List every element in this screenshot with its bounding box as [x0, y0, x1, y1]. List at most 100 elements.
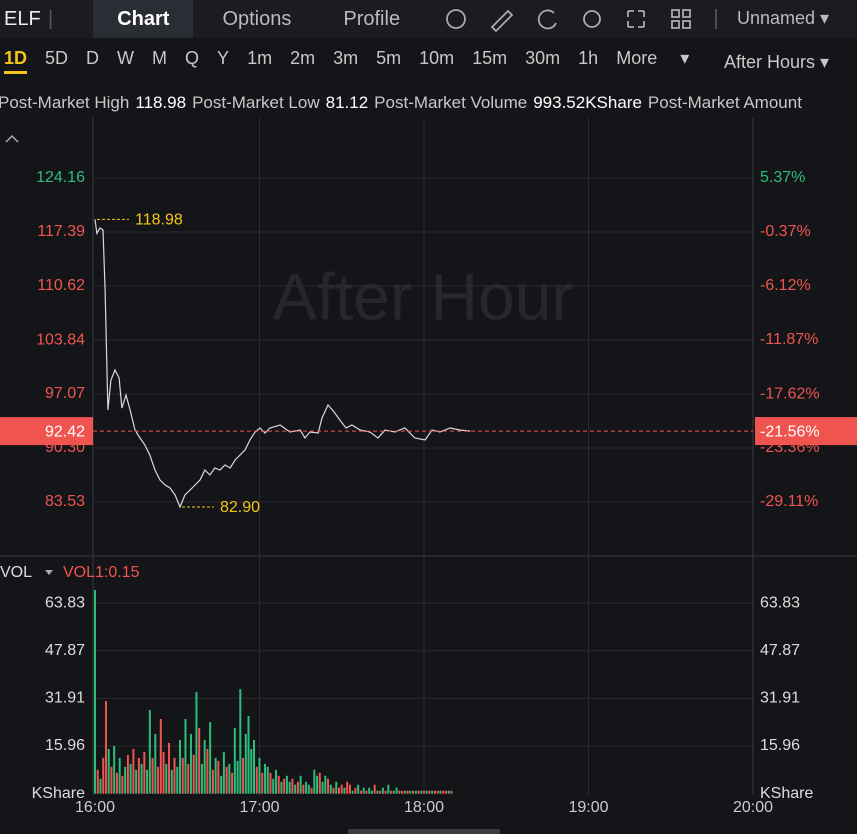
volume-bar [403, 790, 406, 794]
volume-bar [327, 778, 330, 794]
volume-bar [296, 781, 299, 794]
more-label: More [616, 48, 658, 68]
layout-menu[interactable]: Unnamed ▾ [737, 8, 830, 28]
tab[interactable]: Profile [343, 8, 401, 30]
y-tick-label: 63.83 [45, 594, 85, 611]
interval[interactable]: 15m [472, 48, 508, 68]
indicator-menu [45, 570, 53, 575]
volume-bar [118, 757, 121, 794]
session-menu[interactable]: After Hours ▾ [724, 52, 830, 72]
interval[interactable]: W [117, 48, 135, 68]
volume-bar [220, 775, 223, 794]
interval[interactable]: 30m [525, 48, 561, 68]
volume-bar [135, 769, 138, 794]
interval[interactable]: 10m [419, 48, 455, 68]
volume-bar [272, 778, 275, 794]
volume-bar [154, 733, 157, 794]
volume-bar [310, 787, 313, 794]
volume-bar [283, 778, 286, 794]
volume-bar [110, 766, 113, 794]
volume-bar [253, 739, 256, 794]
refresh-icon[interactable] [537, 9, 557, 30]
volume-bar [107, 748, 110, 794]
volume-bar [94, 589, 96, 794]
volume-bar [302, 784, 305, 794]
y-tick-label: 83.53 [45, 493, 85, 510]
volume-bar [348, 784, 351, 794]
indicator-name: VOL [0, 564, 32, 581]
interval[interactable]: D [86, 48, 100, 68]
volume-bar [173, 757, 176, 794]
draw-icon[interactable] [490, 9, 514, 33]
volume-bar [362, 787, 365, 794]
volume-bar [398, 790, 401, 794]
layout-icon[interactable] [671, 9, 680, 18]
volume-bar [409, 790, 412, 794]
volume-bar [313, 769, 316, 794]
interval[interactable]: 1D [4, 48, 28, 74]
y-tick-label: 124.16 [36, 169, 85, 186]
volume-bar [148, 710, 151, 794]
collapse-icon[interactable] [5, 134, 19, 143]
interval[interactable]: 5D [45, 48, 69, 68]
volume-bar [239, 689, 242, 794]
volume-bar [247, 716, 250, 794]
volume-bar [102, 757, 105, 794]
interval[interactable]: 5m [376, 48, 402, 68]
x-tick-label: 18:00 [404, 799, 444, 816]
volume-bar [250, 748, 253, 794]
tab[interactable]: Options [222, 8, 292, 30]
volume-bar [126, 754, 129, 794]
volume-bar [324, 775, 327, 794]
interval[interactable]: M [152, 48, 168, 68]
interval[interactable]: 3m [333, 48, 359, 68]
layout-icon [682, 9, 691, 18]
volume-bar [392, 790, 395, 794]
stat-label: Post-Market Low [192, 93, 320, 112]
volume-bar [299, 775, 302, 794]
volume-bar [132, 748, 135, 794]
layout-icon [671, 20, 680, 29]
interval[interactable]: 1h [578, 48, 599, 68]
volume-bar [390, 790, 393, 794]
volume-bar [340, 784, 343, 794]
volume-bar [436, 790, 439, 794]
last-price-label: 92.42 [45, 423, 85, 440]
interval[interactable]: 2m [290, 48, 316, 68]
volume-bar [192, 754, 195, 794]
separator: | [48, 7, 54, 30]
volume-bar [335, 781, 338, 794]
unit-label: KShare [32, 785, 85, 802]
fullscreen-icon[interactable] [627, 10, 645, 28]
symbol[interactable]: ELF [4, 7, 41, 30]
scroll-handle[interactable] [348, 829, 500, 834]
tab[interactable]: Chart [93, 0, 194, 38]
settings-icon[interactable] [583, 10, 601, 28]
stat-label: Post-Market High [0, 93, 130, 112]
volume-bar [370, 790, 373, 794]
volume-bar [288, 781, 291, 794]
volume-bar [115, 772, 118, 794]
interval[interactable]: 1m [247, 48, 273, 68]
volume-bar [176, 766, 179, 794]
indicator-icon[interactable] [446, 9, 466, 29]
volume-bar [381, 787, 384, 794]
interval[interactable]: Q [185, 48, 200, 68]
volume-bar [209, 722, 212, 794]
stat-value: 118.98 [135, 93, 187, 112]
volume-bar [113, 745, 116, 794]
y-tick-label: 117.39 [37, 223, 85, 240]
volume-bar [217, 760, 220, 794]
volume-bar [395, 787, 398, 794]
volume-bar [401, 790, 404, 794]
volume-bar [211, 769, 214, 794]
more-menu[interactable]: More ▾ [616, 48, 690, 68]
interval[interactable]: Y [217, 48, 230, 68]
volume-bar [417, 790, 420, 794]
volume-bar [420, 790, 423, 794]
volume-bar [159, 719, 162, 794]
volume-bar [187, 763, 190, 794]
volume-bar [261, 772, 264, 794]
y2-tick-label: -11.87% [760, 331, 818, 348]
y-tick-label: 31.91 [45, 690, 85, 707]
